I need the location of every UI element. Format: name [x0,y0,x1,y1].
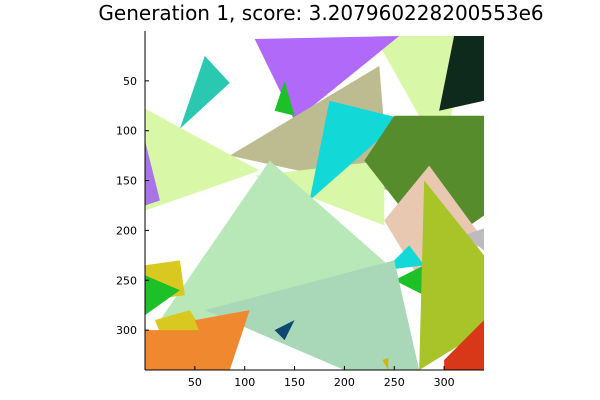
triangle-shape-10 [309,100,403,201]
triangle-shape-3 [254,35,400,121]
x-tick-label: 50 [188,376,202,389]
y-tick-label: 200 [116,224,137,237]
triangle-shape-9 [145,140,160,206]
triangle-shape-19 [204,260,420,370]
y-tick-label: 50 [123,75,137,88]
triangle-shape-5 [274,80,295,116]
plot-area [145,31,484,370]
x-tick-label: 100 [234,376,255,389]
triangle-shape-17 [394,265,425,296]
x-tick-label: 150 [284,376,305,389]
y-tick-label: 300 [116,324,137,337]
triangle-shape-21 [145,275,180,316]
triangle-shape-25 [274,320,295,341]
triangle-shape-7 [145,108,260,211]
x-tick-label: 250 [384,376,405,389]
chart-title: Generation 1, score: 3.207960228200553e6 [98,1,543,25]
axes: 50 100 150 200 250 300 50 100 150 200 250 300 [116,31,484,389]
x-tick-label: 300 [434,376,455,389]
triangle-shape-26 [419,180,484,370]
triangle-shape-28 [382,358,389,370]
y-tick-label: 150 [116,175,137,188]
triangle-shape-27 [444,320,484,370]
y-tick-label: 250 [116,274,137,287]
triangle-shape-24 [194,310,250,370]
triangle-shape-13 [464,228,484,251]
x-tick-label: 200 [334,376,355,389]
triangle-shape-4 [179,55,230,129]
y-tick-label: 100 [116,125,137,138]
triangle-shape-2 [439,35,484,111]
